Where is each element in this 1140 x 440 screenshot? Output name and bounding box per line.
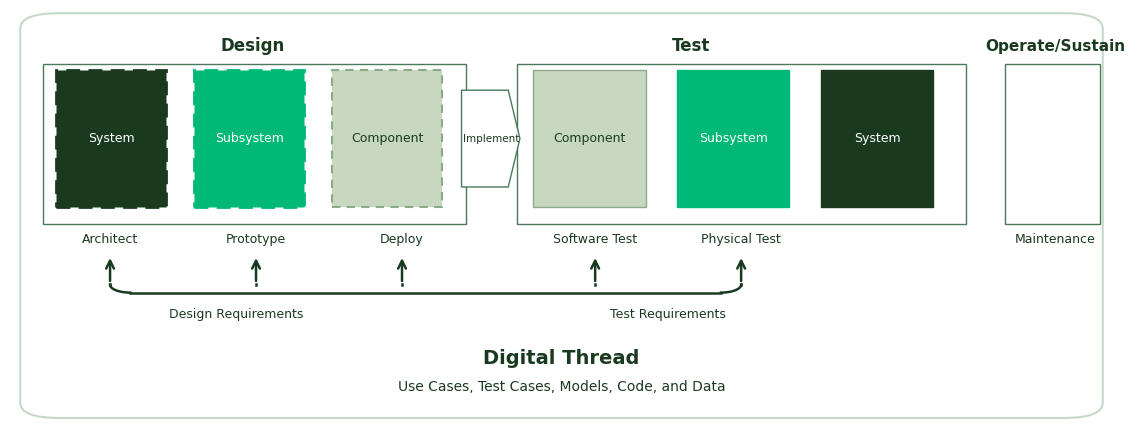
FancyBboxPatch shape <box>194 70 304 207</box>
Text: Operate/Sustain: Operate/Sustain <box>985 39 1125 54</box>
FancyBboxPatch shape <box>1005 64 1100 224</box>
FancyBboxPatch shape <box>677 70 789 207</box>
Text: Subsystem: Subsystem <box>214 132 284 145</box>
FancyBboxPatch shape <box>821 70 934 207</box>
Text: System: System <box>854 132 901 145</box>
Text: Use Cases, Test Cases, Models, Code, and Data: Use Cases, Test Cases, Models, Code, and… <box>398 380 725 394</box>
Polygon shape <box>462 90 520 187</box>
Text: Design Requirements: Design Requirements <box>169 308 303 321</box>
Text: Software Test: Software Test <box>553 233 637 246</box>
Text: Implement: Implement <box>463 134 519 143</box>
Text: Component: Component <box>553 132 626 145</box>
Text: Digital Thread: Digital Thread <box>483 349 640 368</box>
Text: Component: Component <box>351 132 424 145</box>
Text: Test: Test <box>671 37 710 55</box>
FancyBboxPatch shape <box>21 13 1102 418</box>
Text: Physical Test: Physical Test <box>701 233 781 246</box>
FancyBboxPatch shape <box>516 64 966 224</box>
Text: Subsystem: Subsystem <box>699 132 767 145</box>
Text: System: System <box>88 132 135 145</box>
Text: Maintenance: Maintenance <box>1016 233 1096 246</box>
Text: Prototype: Prototype <box>226 233 286 246</box>
FancyBboxPatch shape <box>42 64 466 224</box>
FancyBboxPatch shape <box>333 70 442 207</box>
Text: Design: Design <box>220 37 285 55</box>
FancyBboxPatch shape <box>534 70 645 207</box>
FancyBboxPatch shape <box>56 70 166 207</box>
Text: Architect: Architect <box>82 233 138 246</box>
Text: Deploy: Deploy <box>380 233 424 246</box>
Text: Test Requirements: Test Requirements <box>610 308 726 321</box>
